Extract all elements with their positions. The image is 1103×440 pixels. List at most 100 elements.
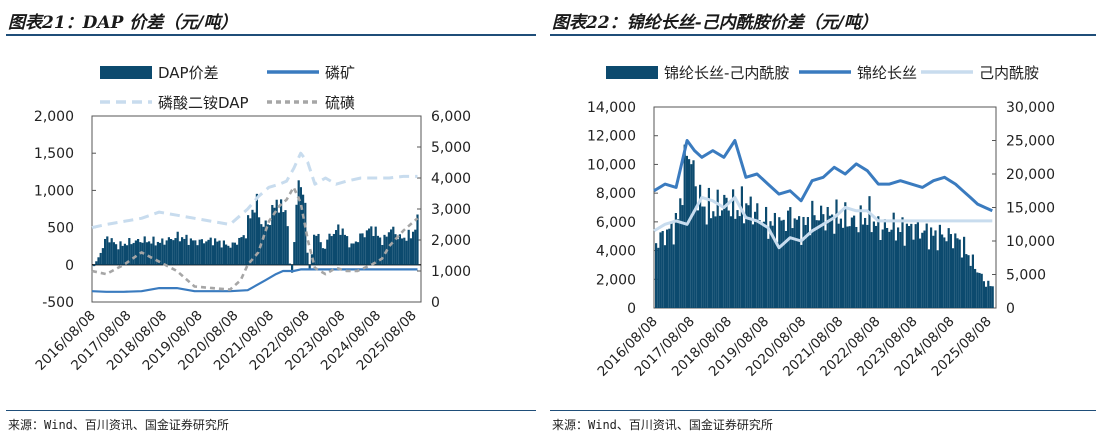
dap-spread-bar [275,199,278,265]
nylon-y-right-tick: 30,000 [1006,100,1055,116]
nylon-spread-bar [941,234,944,308]
dap-spread-bar [328,233,331,265]
dap-spread-bar [269,225,272,265]
nylon-y-left-tick: 12,000 [587,129,636,145]
nylon-spread-bar [963,236,966,308]
nylon-spread-bar [813,215,816,308]
dap-spread-bar [214,238,217,265]
dap-spread-bar [374,226,377,265]
nylon-spread-bar [756,203,759,308]
dap-spread-bar [282,212,285,265]
nylon-spread-bar [712,211,715,308]
nylon-spread-bar [919,238,922,308]
dap-spread-bar [207,239,210,265]
dap-spread-bar [240,237,243,265]
dap-y-left-tick: 500 [47,221,74,237]
dap-spread-bar [194,240,197,265]
nylon-spread-bar [892,212,895,308]
nylon-spread-bar [780,220,783,308]
nylon-spread-bar [857,232,860,308]
nylon-spread-bar [776,242,779,308]
dap-spread-bar [185,234,188,265]
nylon-spread-bar [879,239,882,308]
dap-spread-bar [154,245,157,265]
dap-spread-bar [339,234,342,265]
nylon-spread-bar [727,210,730,308]
nylon-spread-bar [883,219,886,308]
dap-spread-bar [93,264,96,267]
dap-spread-bar [152,236,155,265]
nylon-spread-bar [670,222,673,308]
nylon-spread-bar [888,231,891,308]
dap-spread-bar [242,235,245,265]
nylon-spread-bar [912,239,915,308]
nylon-spread-bar [820,205,823,308]
nylon-spread-bar [947,228,950,308]
dap-spread-bar [128,238,131,265]
dap-spread-bar [295,204,298,265]
nylon-spread-bar [767,238,770,308]
nylon-y-left-tick: 6,000 [596,215,636,231]
dap-spread-bar [262,226,265,265]
dap-spread-bar [405,240,408,265]
nylon-y-left-tick: 0 [627,301,636,317]
nylon-spread-bar [782,219,785,308]
dap-spread-bar [121,245,124,265]
nylon-spread-bar [969,265,972,308]
nylon-spread-bar [831,214,834,308]
dap-spread-bar [409,238,412,265]
right-title-rule [550,34,1096,36]
dap-spread-bar [407,229,410,265]
nylon-spread-bar [932,235,935,308]
dap-spread-bar [387,232,390,265]
nylon-spread-bar [758,220,761,308]
nylon-spread-bar [743,223,746,308]
nylon-spread-bar [978,272,981,308]
nylon-spread-bar [800,244,803,308]
dap-legend-label: DAP价差 [158,64,219,82]
dap-y-right-tick: 6,000 [431,109,471,125]
nylon-spread-bar [824,230,827,308]
dap-spread-bar [130,244,133,265]
nylon-spread-bar [859,205,862,308]
nylon-spread-bar [848,226,851,308]
dap-y-left-tick: 1,500 [34,146,74,162]
nylon-spread-bar [974,268,977,308]
nylon-spread-bar [659,232,662,308]
dap-spread-bar [97,257,100,265]
nylon-spread-bar [732,189,735,308]
nylon-spread-bar [729,216,732,308]
dap-spread-bar [326,239,329,265]
nylon-spread-bar [960,257,963,308]
dap-spread-bar [233,242,236,265]
nylon-spread-bar [958,239,961,308]
nylon-spread-bar [886,227,889,308]
nylon-spread-bar [738,216,741,308]
dap-spread-bar [227,245,230,265]
nylon-spread-bar [734,218,737,308]
dap-spread-bar [258,217,261,265]
nylon-spread-bar [762,221,765,308]
dap-spread-bar [150,243,153,265]
nylon-spread-bar [787,210,790,308]
nylon-spread-bar [721,210,724,308]
nylon-legend-label: 锦纶长丝-己内酰胺 [664,64,789,82]
dap-spread-bar [321,248,324,265]
dap-spread-bar [231,242,234,265]
dap-spread-bar [99,252,102,265]
nylon-spread-bar [749,196,752,308]
nylon-spread-bar [690,164,693,308]
dap-spread-bar [398,234,401,265]
dap-spread-bar [361,233,364,265]
dap-spread-bar [244,238,247,265]
dap-spread-bar [247,215,250,265]
nylon-spread-bar [683,144,686,308]
nylon-spread-bar [802,216,805,308]
dap-spread-bar [174,238,177,265]
right-source-note: 来源：Wind、百川资讯、国金证券研究所 [552,418,773,432]
dap-spread-bar [306,252,309,265]
nylon-spread-bar [936,250,939,308]
nylon-spread-bar [679,198,682,308]
nylon-spread-bar [921,232,924,308]
nylon-spread-bar [661,230,664,308]
